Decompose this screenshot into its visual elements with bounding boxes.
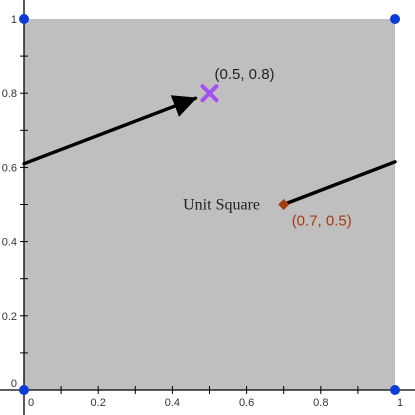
y-tick-labels: 0 0.2 0.4 0.6 0.8 1 — [2, 14, 17, 390]
x-tick-labels: 0 0.2 0.4 0.6 0.8 1 — [28, 397, 403, 409]
diamond-marker-icon[interactable] — [278, 199, 290, 210]
y-tick-label: 0 — [11, 378, 17, 390]
y-tick-label: 0.6 — [2, 162, 17, 174]
x-tick-label: 0.8 — [313, 397, 328, 409]
corner-point-icon[interactable] — [19, 14, 29, 24]
x-tick-label: 0 — [28, 397, 34, 409]
corner-point-icon[interactable] — [390, 14, 400, 24]
y-tick-label: 0.2 — [2, 311, 17, 323]
x-tick-label: 1 — [397, 397, 403, 409]
y-tick-label: 0.8 — [2, 88, 17, 100]
y-tick-label: 0.4 — [2, 237, 17, 249]
arrow-to-point-a — [22, 95, 198, 166]
ray-from-point-b — [282, 160, 397, 207]
unit-square-label: Unit Square — [183, 197, 260, 214]
point-a-label: (0.5, 0.8) — [215, 66, 275, 83]
point-b-label: (0.7, 0.5) — [292, 213, 352, 230]
corner-point-icon[interactable] — [390, 385, 400, 395]
x-marker-icon[interactable] — [200, 84, 219, 103]
unit-square-region — [24, 19, 395, 390]
x-tick-label: 0.6 — [239, 397, 254, 409]
y-tick-label: 1 — [11, 14, 17, 26]
corner-point-icon[interactable] — [19, 385, 29, 395]
x-tick-label: 0.2 — [91, 397, 106, 409]
x-tick-label: 0.4 — [165, 397, 180, 409]
